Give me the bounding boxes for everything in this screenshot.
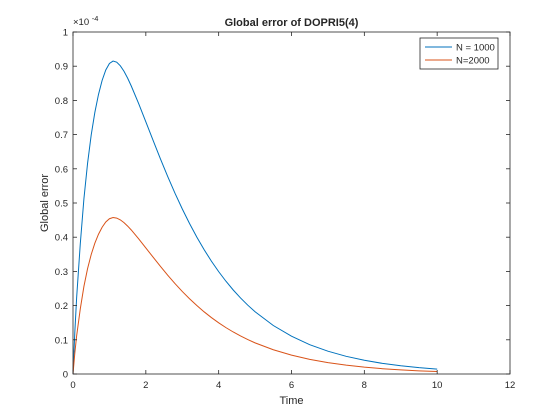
series-line-1 [72, 60, 438, 375]
x-tick-label: 6 [289, 380, 294, 391]
svg-text:×10 -4: ×10 -4 [73, 14, 98, 28]
x-tick-label: 10 [432, 380, 443, 391]
y-axis-label: Global error [39, 174, 51, 232]
x-tick-label: 0 [70, 380, 75, 391]
x-tick-label: 12 [505, 380, 516, 391]
x-tick-label: 8 [362, 380, 367, 391]
series-layer [72, 60, 438, 375]
x-axis-label: Time [279, 395, 303, 407]
legend-box [419, 37, 499, 70]
legend-label-series-2: N=2000 [456, 56, 490, 67]
y-tick-label: 0.8 [55, 96, 68, 107]
chart-title: Global error of DOPRI5(4) [225, 17, 359, 29]
y-tick-label: 1 [63, 28, 68, 39]
y-exponent-label: ×10 -4 [73, 14, 98, 28]
x-tick-label: 2 [143, 380, 148, 391]
y-tick-label: 0.9 [55, 62, 68, 73]
y-ticks: 0 0.1 0.2 0.3 0.4 0.5 0.6 0.7 0.8 0.9 1 [55, 28, 510, 381]
y-tick-label: 0.2 [55, 301, 68, 312]
plot-area [73, 32, 510, 374]
legend-label-series-1: N = 1000 [456, 43, 495, 54]
y-tick-label: 0 [63, 370, 68, 381]
y-tick-label: 0.7 [55, 130, 68, 141]
y-tick-label: 0.6 [55, 164, 68, 175]
y-tick-label: 0.1 [55, 335, 68, 346]
y-exponent-power: -4 [92, 14, 99, 23]
y-tick-label: 0.3 [55, 267, 68, 278]
y-tick-label: 0.5 [55, 199, 68, 210]
legend: N = 1000 N=2000 [419, 37, 499, 70]
y-tick-label: 0.4 [55, 233, 68, 244]
x-ticks: 0 2 4 6 8 10 12 [70, 32, 515, 391]
x-tick-label: 4 [216, 380, 221, 391]
series-line-2 [72, 217, 438, 375]
y-exponent-base: ×10 [73, 17, 89, 28]
